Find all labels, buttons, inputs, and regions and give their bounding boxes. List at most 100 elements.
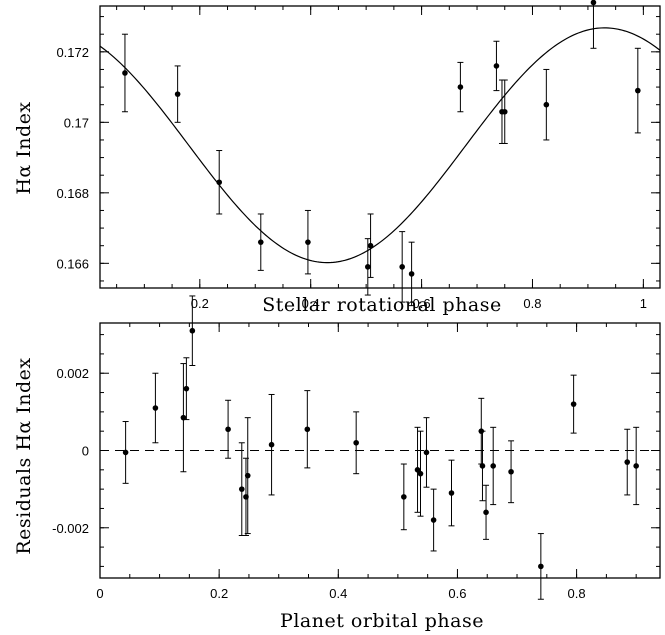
- data-point-group: [590, 0, 597, 49]
- data-point-group: [423, 417, 430, 488]
- data-point: [183, 385, 190, 392]
- data-point: [305, 239, 311, 245]
- data-point-group: [430, 488, 437, 552]
- rotational-phase-panel: 0.2 0.4 0.6 0.8 1 0.166 0.168 0.17 0.172: [56, 0, 661, 311]
- data-point: [508, 468, 514, 475]
- y-tick-label: 0.17: [64, 115, 89, 130]
- data-point: [122, 70, 128, 76]
- x-tick-label: 0.6: [448, 586, 466, 601]
- bottom-x-axis-label: Planet orbital phase: [280, 610, 484, 632]
- top-y-axis-label: Hα Index: [13, 101, 35, 194]
- data-point: [490, 463, 496, 469]
- data-point-group: [633, 426, 640, 506]
- x-tick-label: 0.2: [210, 586, 228, 601]
- x-tick-label: 0.4: [329, 586, 347, 601]
- data-point-group: [414, 426, 421, 513]
- residuals-panel: 0 0.2 0.4 0.6 0.8 -0.002 0 0.002: [52, 295, 661, 601]
- y-tick-label: 0.168: [56, 186, 89, 201]
- x-tick-label: 0.4: [302, 296, 320, 311]
- data-point-group: [634, 47, 641, 134]
- data-point-group: [174, 65, 181, 123]
- data-point-group: [537, 533, 544, 600]
- data-point-group: [624, 428, 631, 496]
- data-point: [501, 108, 508, 115]
- data-point-group: [183, 357, 190, 421]
- top-x-axis-label: Stellar rotational phase: [262, 294, 502, 316]
- data-point: [448, 490, 455, 496]
- x-tick-label: 0.6: [413, 296, 431, 311]
- data-point: [423, 449, 430, 456]
- data-point: [590, 0, 597, 6]
- data-point-group: [479, 430, 486, 502]
- data-point-group: [543, 68, 550, 141]
- data-point-group: [399, 231, 406, 303]
- y-tick-label: 0.002: [56, 366, 89, 381]
- x-tick-label: 0: [96, 586, 103, 601]
- data-point: [399, 264, 405, 270]
- data-point: [238, 486, 245, 492]
- data-point: [570, 401, 577, 407]
- data-point: [414, 467, 421, 473]
- data-point: [174, 91, 181, 97]
- x-tick-label: 0.2: [191, 296, 209, 311]
- data-point-group: [268, 393, 275, 496]
- data-point: [408, 271, 415, 277]
- x-tick-label: 1: [640, 296, 647, 311]
- data-point: [244, 472, 251, 479]
- data-point-group: [483, 484, 490, 540]
- data-point-group: [152, 372, 159, 444]
- data-point: [304, 426, 311, 433]
- plot-frame: [99, 5, 661, 289]
- y-tick-label: -0.002: [52, 521, 89, 536]
- data-point-group: [225, 399, 232, 459]
- data-point: [479, 463, 486, 469]
- data-point: [365, 264, 371, 270]
- data-point-group: [257, 213, 264, 271]
- y-tick-label: 0.172: [56, 45, 89, 60]
- data-point: [225, 426, 231, 433]
- data-point: [635, 87, 641, 94]
- data-point-group: [417, 430, 424, 517]
- data-point: [430, 517, 437, 523]
- bottom-y-axis-label: Residuals Hα Index: [13, 357, 35, 554]
- data-point-group: [304, 390, 311, 469]
- data-point: [493, 63, 500, 69]
- data-point-group: [121, 33, 128, 113]
- data-point-group: [493, 40, 500, 92]
- data-point-group: [457, 61, 464, 113]
- data-point: [367, 242, 374, 249]
- data-point: [189, 327, 196, 334]
- data-point: [353, 439, 359, 446]
- data-point-group: [448, 459, 455, 527]
- y-tick-label: 0: [82, 444, 89, 459]
- data-point: [268, 441, 275, 448]
- data-point-group: [367, 213, 374, 278]
- data-point-group: [408, 241, 415, 307]
- data-point: [624, 459, 631, 465]
- data-point: [483, 509, 489, 516]
- data-point-group: [238, 442, 245, 536]
- data-point-group: [189, 295, 196, 366]
- data-point-group: [508, 440, 515, 504]
- data-point: [633, 463, 639, 469]
- y-tick-label: 0.166: [56, 256, 89, 271]
- data-point-group: [353, 411, 360, 475]
- data-point: [417, 470, 424, 477]
- data-point-group: [490, 426, 497, 506]
- data-point: [122, 449, 129, 456]
- data-point-group: [180, 363, 187, 473]
- data-point: [457, 84, 464, 90]
- data-point-group: [570, 374, 577, 434]
- data-point-group: [501, 79, 508, 144]
- data-point: [152, 405, 159, 411]
- data-point: [543, 101, 550, 108]
- data-point-group: [122, 421, 129, 484]
- data-point: [180, 414, 187, 421]
- data-point-group: [304, 209, 311, 275]
- data-point: [538, 563, 544, 570]
- data-point: [257, 239, 264, 245]
- data-point-group: [400, 463, 407, 531]
- x-tick-label: 0.8: [523, 296, 541, 311]
- model-curve: [99, 27, 661, 264]
